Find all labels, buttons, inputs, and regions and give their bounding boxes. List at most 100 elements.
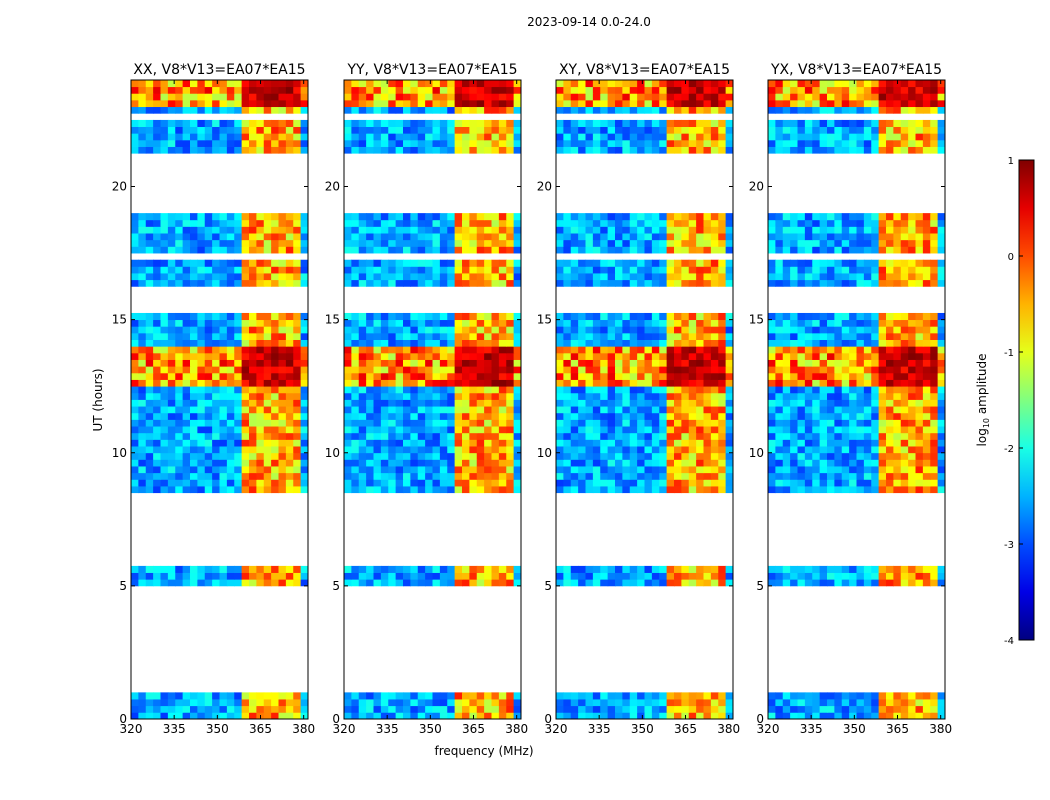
heatmap-cell [841, 372, 850, 380]
heatmap-cell [153, 379, 162, 387]
heatmap-cell [790, 446, 799, 454]
heatmap-cell [145, 359, 154, 367]
heatmap-cell [462, 579, 470, 587]
heatmap-cell [849, 379, 858, 387]
heatmap-cell [922, 699, 931, 707]
heatmap-cell [804, 359, 813, 367]
heatmap-cell [204, 139, 213, 147]
heatmap-cell [145, 326, 154, 334]
heatmap-cell [425, 273, 434, 281]
heatmap-cell [790, 386, 799, 394]
heatmap-cell [703, 319, 712, 327]
heatmap-cell [644, 392, 653, 400]
heatmap-cell [484, 233, 493, 241]
heatmap-cell [263, 312, 272, 321]
heatmap-cell [878, 359, 887, 367]
heatmap-cell [256, 259, 265, 267]
heatmap-cell [469, 246, 478, 254]
heatmap-cell [167, 386, 176, 394]
heatmap-cell [234, 572, 243, 580]
heatmap-cell [718, 226, 727, 234]
heatmap-cell [659, 146, 668, 154]
heatmap-cell [271, 80, 280, 88]
heatmap-cell [219, 372, 228, 380]
heatmap-cell [622, 712, 631, 719]
heatmap-cell [651, 472, 660, 480]
heatmap-cell [622, 379, 631, 387]
heatmap-cell [841, 379, 850, 387]
heatmap-cell [775, 319, 784, 327]
heatmap-cell [498, 239, 507, 247]
heatmap-cell [454, 219, 463, 227]
heatmap-cell [212, 119, 221, 127]
heatmap-cell [425, 432, 434, 440]
heatmap-cell [659, 372, 668, 380]
heatmap-cell [410, 472, 419, 480]
heatmap-cell [395, 692, 404, 700]
heatmap-cell [592, 699, 601, 707]
heatmap-cell [395, 119, 404, 127]
heatmap-cell [841, 352, 850, 360]
heatmap-cell [600, 119, 609, 127]
heatmap-cell [878, 246, 887, 254]
heatmap-cell [358, 239, 367, 247]
heatmap-cell [145, 239, 154, 247]
heatmap-cell [513, 406, 521, 414]
heatmap-cell [395, 312, 404, 321]
heatmap-cell [234, 432, 243, 440]
heatmap-cell [271, 459, 280, 467]
heatmap-cell [182, 359, 191, 367]
heatmap-cell [447, 705, 456, 713]
heatmap-cell [484, 266, 493, 274]
heatmap-cell [417, 486, 426, 494]
heatmap-cell [878, 466, 887, 474]
heatmap-cell [249, 339, 257, 347]
heatmap-cell [153, 219, 162, 227]
heatmap-cell [790, 392, 799, 400]
heatmap-cell [278, 86, 287, 94]
heatmap-cell [145, 219, 154, 227]
heatmap-cell [212, 452, 221, 460]
heatmap-cell [644, 459, 653, 467]
heatmap-cell [607, 246, 616, 254]
heatmap-cell [131, 99, 139, 108]
heatmap-cell [710, 312, 719, 321]
heatmap-cell [256, 446, 265, 454]
heatmap-cell [878, 326, 887, 334]
heatmap-cell [300, 273, 308, 281]
heatmap-cell [498, 419, 507, 427]
heatmap-cell [366, 439, 375, 447]
heatmap-cell [219, 219, 228, 227]
heatmap-cell [930, 565, 939, 573]
heatmap-cell [659, 332, 668, 340]
heatmap-cell [908, 339, 917, 347]
heatmap-cell [615, 226, 623, 234]
heatmap-cell [278, 472, 287, 480]
heatmap-cell [160, 326, 169, 334]
heatmap-cell [718, 246, 727, 254]
heatmap-cell [417, 126, 426, 134]
heatmap-cell [388, 352, 397, 360]
heatmap-cell [871, 432, 880, 440]
heatmap-cell [622, 446, 631, 454]
heatmap-cell [153, 352, 162, 360]
heatmap-cell [432, 579, 441, 587]
heatmap-cell [659, 266, 668, 274]
heatmap-cell [871, 705, 880, 713]
heatmap-cell [373, 106, 382, 114]
heatmap-cell [644, 233, 653, 241]
heatmap-cell [366, 126, 375, 134]
heatmap-cell [930, 352, 939, 360]
heatmap-cell [491, 446, 500, 454]
heatmap-cell [513, 699, 521, 707]
heatmap-cell [138, 466, 147, 474]
heatmap-cell [725, 366, 733, 374]
heatmap-cell [908, 332, 917, 340]
heatmap-cell [607, 99, 616, 108]
heatmap-cell [131, 412, 139, 420]
heatmap-cell [900, 452, 909, 460]
heatmap-cell [615, 452, 623, 460]
heatmap-cell [432, 326, 441, 334]
heatmap-cell [688, 572, 697, 580]
heatmap-cell [506, 372, 515, 380]
